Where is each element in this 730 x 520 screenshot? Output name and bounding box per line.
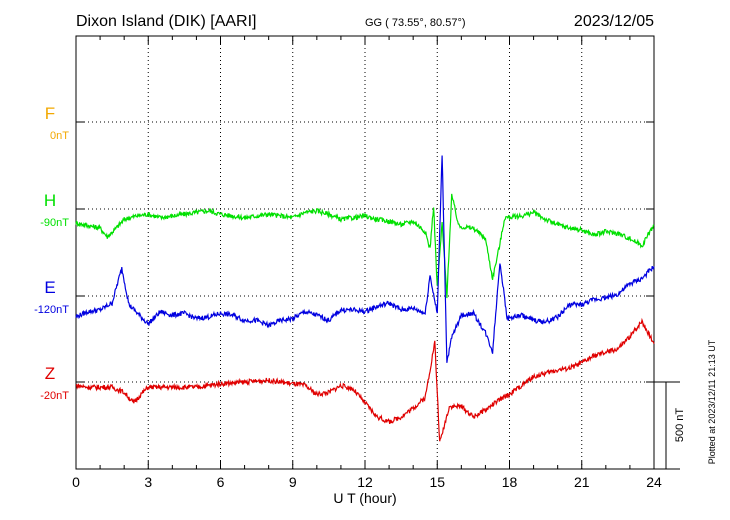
plotted-note: Plotted at 2023/12/11 21:13 UT <box>707 339 717 464</box>
scale-bar: 500 nT <box>654 381 686 470</box>
x-axis-label: U T (hour) <box>333 490 396 506</box>
series-baseline-z: -20nT <box>40 390 69 402</box>
x-tick-label: 9 <box>289 474 297 490</box>
x-tick-label: 24 <box>646 474 662 490</box>
x-tick-label: 15 <box>429 474 445 490</box>
x-tick-label: 3 <box>144 474 152 490</box>
trace-e <box>75 155 655 363</box>
series-name-z: Z <box>45 364 55 383</box>
x-tick-label: 0 <box>72 474 80 490</box>
series-baseline-e: -120nT <box>34 304 69 316</box>
x-tick-label: 12 <box>357 474 373 490</box>
station-title: Dixon Island (DIK) [AARI] <box>76 13 257 30</box>
x-tick-label: 18 <box>502 474 518 490</box>
series-baseline-h: -90nT <box>40 217 69 229</box>
date-label: 2023/12/05 <box>574 13 654 30</box>
series-name-f: F <box>45 104 55 123</box>
station-coords: GG ( 73.55°, 80.57°) <box>365 17 466 29</box>
series-labels: F 0nT H -90nT E -120nT Z -20nT <box>34 104 69 402</box>
series-baseline-f: 0nT <box>50 130 69 142</box>
trace-z <box>75 317 655 442</box>
scale-bar-label: 500 nT <box>674 408 686 443</box>
x-axis-ticks: 0 3 6 9 12 15 18 21 24 <box>72 36 662 490</box>
series-traces <box>75 155 655 442</box>
series-name-e: E <box>44 278 55 297</box>
series-name-h: H <box>44 191 56 210</box>
trace-h <box>75 193 655 299</box>
x-tick-label: 21 <box>574 474 590 490</box>
x-tick-label: 6 <box>217 474 225 490</box>
